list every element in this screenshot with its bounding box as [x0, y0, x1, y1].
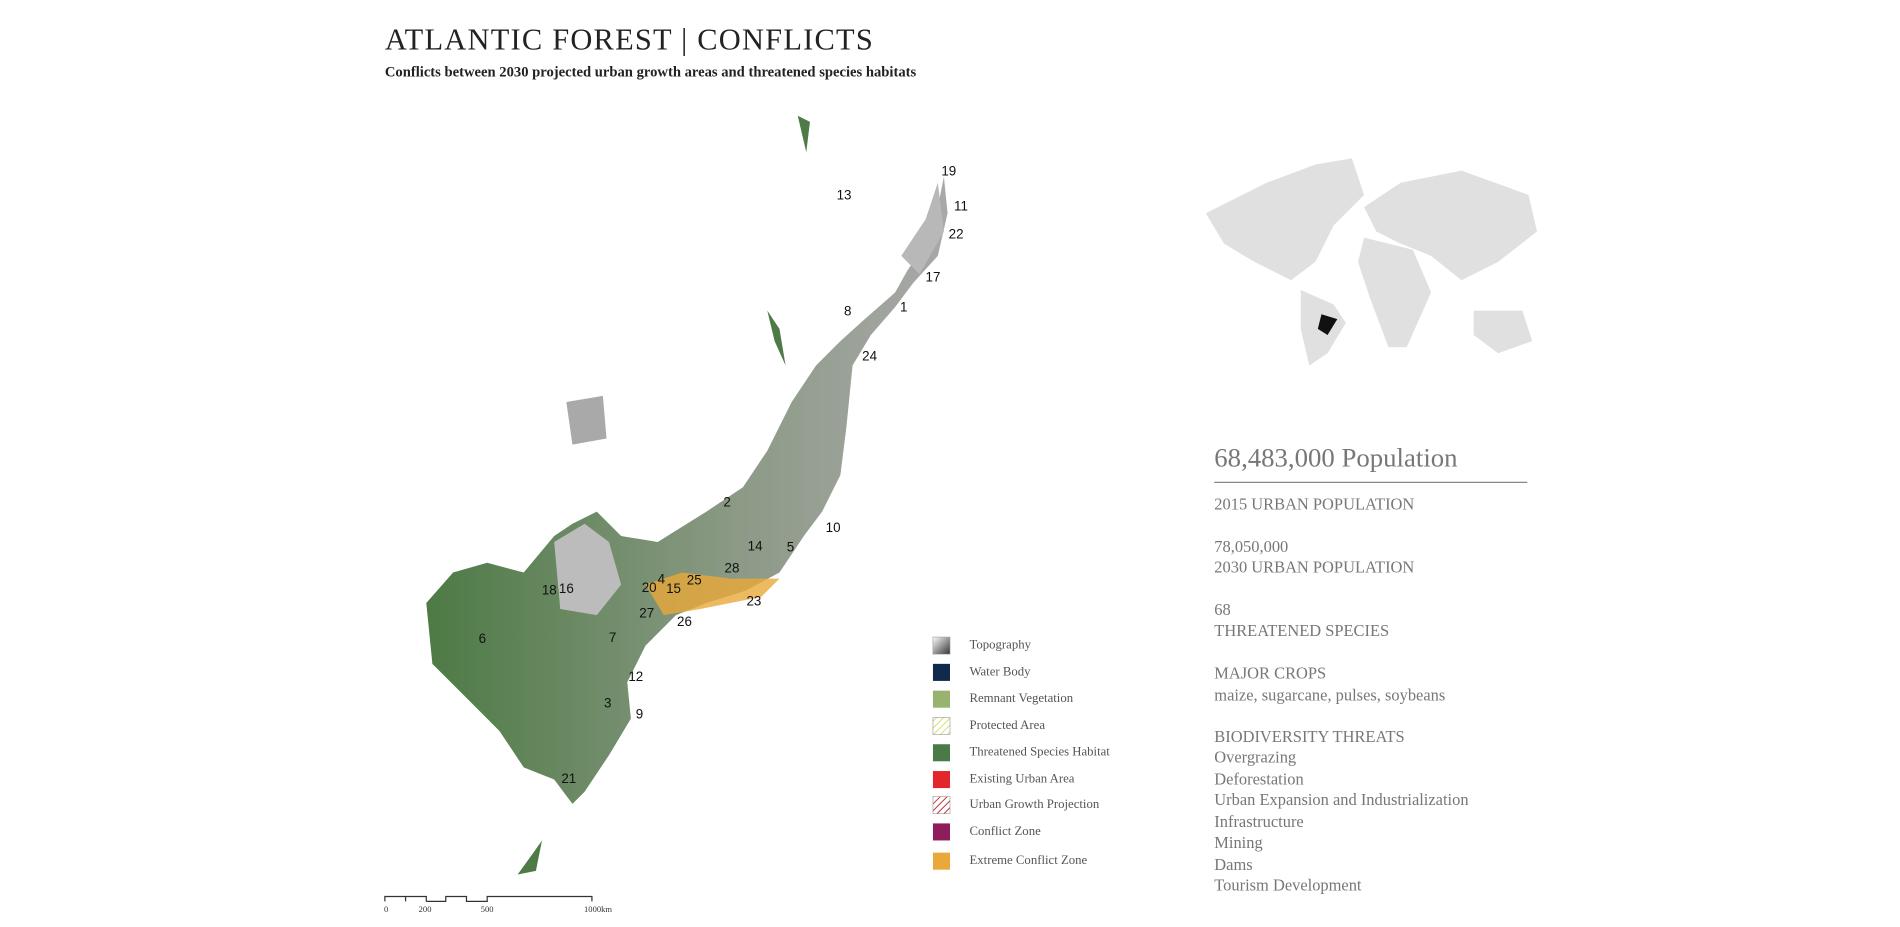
stat-line: 68: [1214, 600, 1230, 619]
map-label: 16: [559, 581, 574, 596]
map-label: 8: [844, 303, 851, 318]
map-label: 2: [723, 495, 730, 510]
stat-line: Tourism Development: [1214, 876, 1362, 895]
world-map: [1205, 158, 1538, 366]
map-label: 20: [642, 580, 657, 595]
forest-region: [426, 176, 948, 804]
legend-label: Conflict Zone: [969, 824, 1041, 838]
map: [426, 115, 948, 875]
scale-label: 500: [481, 904, 494, 914]
forest-region: [554, 523, 622, 616]
scale-label: 0: [384, 904, 388, 914]
continent: [1364, 170, 1538, 281]
legend-label: Extreme Conflict Zone: [969, 853, 1087, 867]
map-label: 19: [941, 163, 956, 178]
title: ATLANTIC FOREST | CONFLICTS: [385, 23, 874, 57]
legend-swatch: [932, 690, 950, 708]
stat-line: 2015 URBAN POPULATION: [1214, 494, 1414, 513]
map-label: 4: [658, 571, 666, 586]
map-label: 21: [561, 771, 576, 786]
map-label: 23: [746, 593, 761, 608]
map-label: 17: [926, 269, 941, 284]
subtitle: Conflicts between 2030 projected urban g…: [385, 65, 917, 81]
stat-line: Mining: [1214, 833, 1262, 852]
forest-region: [566, 395, 607, 445]
map-label: 11: [954, 199, 968, 214]
map-label: 28: [725, 560, 740, 575]
legend-label: Protected Area: [969, 718, 1045, 732]
stat-line: Dams: [1214, 855, 1252, 874]
map-label: 7: [609, 630, 616, 645]
stat-line: BIODIVERSITY THREATS: [1214, 727, 1404, 746]
scale-bar: [384, 895, 593, 902]
legend-swatch: [932, 771, 950, 789]
legend-swatch: [932, 636, 951, 655]
stat-line: MAJOR CROPS: [1214, 664, 1326, 683]
scale-label: 1000km: [584, 904, 612, 914]
map-label: 14: [748, 538, 763, 553]
legend-label: Urban Growth Projection: [969, 797, 1099, 811]
conflict-zone: [645, 572, 780, 616]
stat-line: 78,050,000: [1214, 537, 1288, 556]
stat-line: Urban Expansion and Industrialization: [1214, 790, 1468, 809]
legend-swatch: [932, 717, 951, 735]
map-label: 6: [479, 631, 486, 646]
map-label: 27: [639, 605, 654, 620]
stat-line: Deforestation: [1214, 770, 1303, 789]
map-label: 12: [628, 669, 643, 684]
map-label: 22: [949, 227, 964, 242]
map-label: 3: [604, 696, 611, 711]
legend-swatch: [932, 823, 950, 841]
map-label: 15: [666, 581, 681, 596]
map-label: 24: [862, 348, 877, 363]
map-label: 9: [636, 707, 643, 722]
map-label: 25: [687, 573, 702, 588]
stat-line: THREATENED SPECIES: [1214, 621, 1389, 640]
legend-label: Water Body: [969, 664, 1031, 678]
legend-swatch: [932, 744, 950, 762]
forest-region: [797, 115, 810, 153]
stat-line: 2030 URBAN POPULATION: [1214, 558, 1414, 577]
stat-line: Overgrazing: [1214, 748, 1296, 767]
stat-headline: 68,483,000 Population: [1214, 443, 1457, 473]
legend-label: Threatened Species Habitat: [969, 745, 1110, 759]
legend-label: Topography: [969, 638, 1031, 652]
map-label: 18: [542, 582, 557, 597]
forest-region: [517, 840, 542, 875]
legend-swatch: [932, 796, 951, 814]
legend-label: Existing Urban Area: [969, 771, 1074, 785]
map-label: 10: [826, 520, 841, 535]
forest-region: [901, 182, 944, 275]
legend-swatch: [932, 663, 950, 681]
legend-label: Remnant Vegetation: [969, 691, 1073, 705]
map-label: 13: [837, 188, 852, 203]
map-label: 5: [787, 540, 794, 555]
legend-swatch: [932, 852, 950, 870]
continent: [1358, 237, 1432, 348]
stat-line: Infrastructure: [1214, 812, 1303, 831]
scale-label: 200: [419, 904, 432, 914]
continent: [1205, 158, 1365, 281]
map-label: 1: [900, 300, 907, 315]
forest-region: [767, 310, 786, 366]
map-label: 26: [677, 614, 692, 629]
stat-line: maize, sugarcane, pulses, soybeans: [1214, 686, 1445, 705]
atlantic-forest-location: [1317, 314, 1338, 336]
continent: [1473, 310, 1533, 354]
